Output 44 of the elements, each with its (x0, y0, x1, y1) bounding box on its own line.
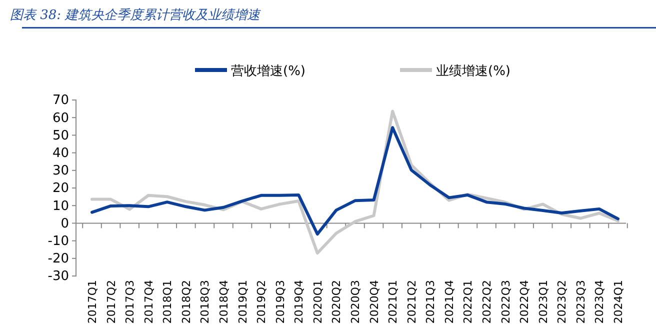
x-tick-label: 2019Q2 (255, 280, 268, 324)
x-tick-label: 2017Q4 (142, 280, 156, 324)
x-tick-label: 2024Q1 (612, 280, 625, 324)
y-tick-label: 20 (52, 181, 69, 196)
x-tick-label: 2023Q2 (556, 280, 569, 324)
x-tick-label: 2022Q3 (499, 280, 512, 324)
y-tick-label: 70 (52, 93, 69, 108)
line-series (90, 126, 620, 236)
x-tick-label: 2018Q1 (161, 280, 174, 324)
legend-label: 营收增速(%) (231, 64, 306, 79)
x-tick-label: 2022Q4 (518, 280, 532, 324)
y-tick-label: -10 (48, 234, 69, 249)
x-tick-label: 2017Q3 (124, 280, 137, 324)
x-tick-label: 2017Q2 (104, 280, 118, 324)
x-tick-label: 2020Q3 (349, 280, 362, 324)
x-tick-label: 2018Q3 (198, 280, 212, 324)
x-tick-label: 2021Q3 (424, 280, 438, 324)
y-tick-label: 10 (52, 198, 69, 214)
y-tick-label: 60 (52, 110, 69, 126)
x-tick-label: 2017Q1 (86, 280, 99, 324)
y-tick-label: 30 (52, 164, 69, 179)
y-tick-label: 50 (52, 128, 69, 144)
x-tick-label: 2021Q4 (442, 280, 456, 324)
x-tick-label: 2021Q1 (386, 280, 400, 324)
x-tick-label: 2023Q1 (536, 280, 550, 324)
y-tick-label: 40 (52, 146, 69, 161)
x-tick-label: 2023Q3 (574, 280, 588, 324)
x-tick-label: 2019Q4 (292, 280, 306, 324)
x-tick-label: 2022Q2 (480, 280, 494, 324)
x-tick-label: 2018Q2 (180, 280, 193, 324)
y-tick-label: -20 (48, 252, 69, 267)
x-tick-label: 2022Q1 (462, 280, 475, 324)
x-tick-label: 2019Q1 (236, 280, 250, 324)
x-tick-label: 2020Q1 (311, 280, 324, 324)
legend-label: 业绩增速(%) (436, 64, 510, 79)
x-tick-label: 2018Q4 (218, 280, 230, 324)
x-tick-label: 2021Q2 (405, 280, 418, 324)
x-tick-label: 2020Q4 (368, 280, 381, 324)
x-tick-label: 2019Q3 (274, 280, 287, 324)
x-tick-label: 2020Q2 (330, 280, 344, 324)
x-tick-label: 2023Q4 (593, 280, 606, 324)
y-tick-label: -30 (48, 269, 69, 284)
chart-title: 图表 38: 建筑央企季度累计营收及业绩增速 (10, 7, 262, 23)
y-tick-label: 0 (60, 216, 69, 232)
